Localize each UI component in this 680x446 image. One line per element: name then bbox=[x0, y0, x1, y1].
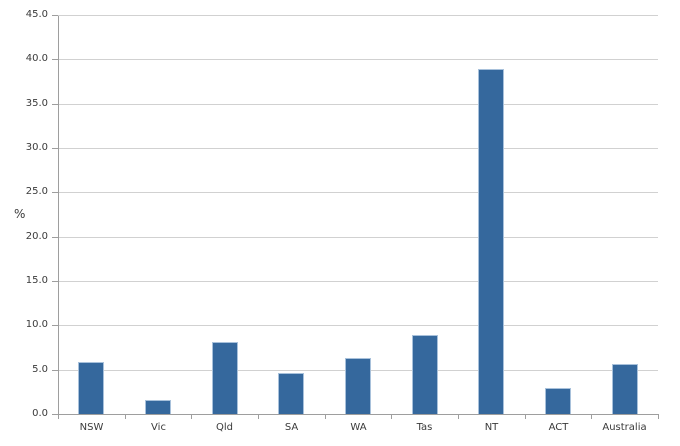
y-axis-tick bbox=[52, 325, 58, 326]
x-axis-tick bbox=[525, 414, 526, 419]
x-axis-label-nt: NT bbox=[484, 422, 499, 433]
bar-australia bbox=[612, 364, 638, 415]
y-axis-label: 0.0 bbox=[32, 408, 48, 419]
bar-qld bbox=[212, 342, 238, 415]
y-axis-line bbox=[58, 16, 59, 415]
gridline bbox=[58, 148, 658, 149]
x-axis-label-australia: Australia bbox=[602, 422, 647, 433]
y-axis-tick bbox=[52, 237, 58, 238]
x-axis-label-tas: Tas bbox=[416, 422, 433, 433]
y-axis-label: 25.0 bbox=[25, 186, 48, 197]
x-axis-tick bbox=[391, 414, 392, 419]
x-axis-tick bbox=[58, 414, 59, 419]
x-axis-tick bbox=[658, 414, 659, 419]
y-axis-tick bbox=[52, 104, 58, 105]
y-axis-label: 15.0 bbox=[25, 275, 48, 286]
x-axis-line bbox=[58, 414, 659, 415]
x-axis-tick bbox=[591, 414, 592, 419]
y-axis-label: 40.0 bbox=[25, 53, 48, 64]
bar-tas bbox=[412, 335, 438, 415]
y-axis-tick bbox=[52, 59, 58, 60]
y-axis-tick bbox=[52, 414, 58, 415]
gridline bbox=[58, 325, 658, 326]
gridline bbox=[58, 192, 658, 193]
y-axis-label: 20.0 bbox=[25, 231, 48, 242]
y-axis-label: 35.0 bbox=[25, 98, 48, 109]
bar-wa bbox=[345, 358, 371, 415]
x-axis-label-vic: Vic bbox=[151, 422, 166, 433]
gridline bbox=[58, 104, 658, 105]
x-axis-label-qld: Qld bbox=[216, 422, 233, 433]
x-axis-tick bbox=[191, 414, 192, 419]
bar-nt bbox=[478, 69, 504, 415]
bar-sa bbox=[278, 373, 304, 415]
y-axis-label: 45.0 bbox=[25, 9, 48, 20]
x-axis-tick bbox=[125, 414, 126, 419]
y-axis-tick bbox=[52, 15, 58, 16]
gridline bbox=[58, 15, 658, 16]
x-axis-label-wa: WA bbox=[350, 422, 367, 433]
x-axis-tick bbox=[258, 414, 259, 419]
y-axis-label: 10.0 bbox=[25, 319, 48, 330]
x-axis-tick bbox=[325, 414, 326, 419]
bar-act bbox=[545, 388, 571, 415]
y-axis-title: % bbox=[14, 207, 26, 221]
x-axis-label-act: ACT bbox=[548, 422, 569, 433]
x-axis-tick bbox=[458, 414, 459, 419]
gridline bbox=[58, 237, 658, 238]
bar-vic bbox=[145, 400, 171, 415]
y-axis-tick bbox=[52, 370, 58, 371]
y-axis-label: 5.0 bbox=[32, 364, 48, 375]
x-axis-label-nsw: NSW bbox=[79, 422, 104, 433]
x-axis-label-sa: SA bbox=[284, 422, 299, 433]
y-axis-tick bbox=[52, 192, 58, 193]
gridline bbox=[58, 281, 658, 282]
y-axis-label: 30.0 bbox=[25, 142, 48, 153]
gridline bbox=[58, 59, 658, 60]
bar-nsw bbox=[78, 362, 104, 415]
y-axis-tick bbox=[52, 281, 58, 282]
y-axis-tick bbox=[52, 148, 58, 149]
